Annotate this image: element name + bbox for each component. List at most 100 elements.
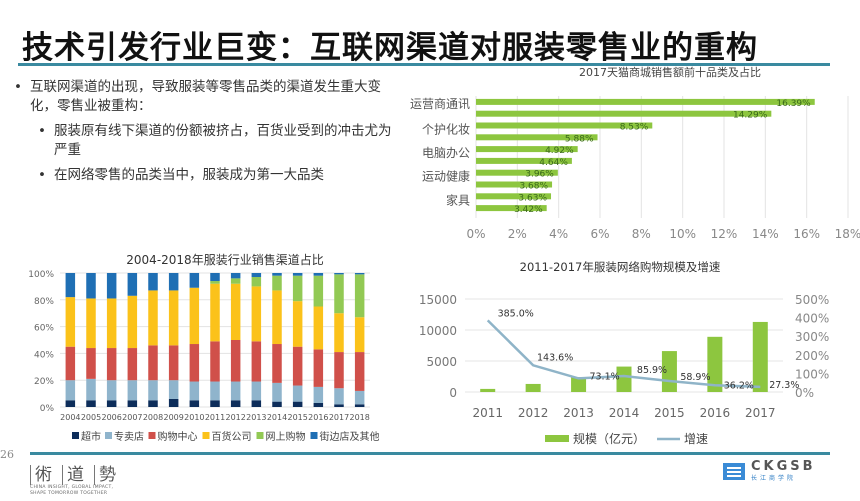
stack-segment [292, 273, 303, 276]
category-label: 运动健康 [422, 169, 470, 184]
x-tick-label: 2010 [184, 413, 204, 422]
x-tick-label: 0% [466, 227, 485, 241]
y-left-tick-label: 0 [449, 386, 457, 400]
growth-line [486, 319, 761, 389]
stack-segment [334, 274, 344, 314]
data-label: 3.68% [519, 182, 548, 192]
x-tick-label: 12% [711, 227, 738, 241]
x-tick-label: 2006 [101, 413, 121, 422]
stack-segment [354, 352, 365, 391]
stack-segment [127, 400, 138, 407]
y-right-tick-label: 300% [795, 330, 829, 344]
y-tick-label: 20% [34, 377, 54, 387]
stack-segment [230, 400, 241, 407]
logo-tagline-1: CHINA INSIGHT, GLOBAL IMPACT, [30, 485, 114, 490]
stack-segment [168, 380, 179, 399]
data-label: 8.53% [620, 123, 649, 133]
y-right-tick-label: 400% [795, 312, 829, 326]
stack-segment [210, 341, 220, 382]
category-label: 家具 [446, 192, 470, 207]
stack-segment [354, 317, 365, 353]
bullet-sub-1: 服装原有线下渠道的份额被挤占，百货业受到的冲击尤为严重 [8, 122, 403, 160]
x-tick-label: 2013 [563, 406, 594, 420]
bar [476, 205, 547, 212]
stack-segment [189, 381, 200, 401]
bar [476, 98, 815, 105]
data-label: 58.9% [680, 372, 710, 383]
legend-swatch [310, 432, 318, 439]
stack-segment [272, 290, 282, 345]
legend-swatch [148, 432, 156, 439]
stack-segment [334, 352, 344, 389]
y-left-tick-label: 5000 [426, 355, 457, 369]
legend-label: 规模（亿元） [573, 431, 645, 446]
data-label: 36.2% [724, 380, 754, 391]
y-tick-label: 60% [34, 324, 54, 334]
channel-share-chart: 2004-2018年服装行业销售渠道占比 0% 20% 40% 60% 80% 100% 20… [28, 252, 379, 443]
x-tick-label: 18% [835, 227, 860, 241]
bullet-sub-2: 在网络零售的品类当中，服装成为第一大品类 [8, 166, 403, 185]
logo-chars: 術道勢 [30, 460, 126, 485]
stack-segment [272, 382, 282, 402]
logo-tagline-2: SHAPE TOMORROW TOGETHER [30, 491, 108, 496]
bar [476, 134, 598, 141]
stack-segment [86, 378, 96, 401]
stack-segment [86, 273, 96, 299]
stack-segment [168, 398, 179, 407]
stack-segment [65, 400, 76, 407]
stack-segment [334, 404, 344, 407]
x-tick-label: 14% [752, 227, 779, 241]
stack-segment [251, 381, 262, 401]
data-label: 3.42% [514, 205, 543, 215]
bar [476, 169, 558, 176]
bar [616, 366, 632, 392]
y-right-tick-label: 500% [795, 293, 829, 307]
x-tick-label: 2016 [308, 413, 328, 422]
stack-segment [106, 273, 117, 299]
stack-segment [65, 273, 76, 298]
bar [752, 321, 768, 392]
bar [476, 157, 572, 164]
category-label: 个护化妆 [422, 123, 470, 137]
stack-segment [292, 275, 303, 302]
stack-segment [230, 283, 241, 340]
stack-segment [251, 286, 262, 342]
stack-segment [210, 273, 220, 282]
ckgsb-logo: CKGSB 长江商学院 [723, 460, 816, 482]
logo-char: 術 [30, 465, 54, 485]
legend-swatch [105, 432, 112, 439]
stack-segment [65, 346, 76, 381]
chart-title: 2004-2018年服装行业销售渠道占比 [126, 252, 323, 267]
y-left-tick-label: 10000 [419, 324, 457, 338]
ckgsb-mark-icon [723, 462, 745, 480]
stack-segment [148, 400, 158, 407]
y-tick-label: 0% [40, 404, 55, 414]
y-tick-label: 40% [34, 350, 54, 360]
x-tick-label: 2014 [609, 406, 640, 420]
legend-label: 超市 [81, 430, 101, 443]
y-left-tick-label: 15000 [419, 293, 457, 307]
stack-segment [168, 345, 179, 381]
stack-segment [127, 380, 138, 401]
data-label: 5.88% [565, 134, 594, 144]
x-tick-label: 8% [632, 227, 651, 241]
x-tick-label: 2005 [81, 413, 101, 422]
x-tick-label: 2015 [654, 406, 685, 420]
legend-label: 增速 [684, 432, 708, 446]
stack-segment [272, 344, 282, 383]
stack-segment [148, 380, 158, 401]
data-label: 85.9% [637, 365, 667, 376]
legend-label: 专卖店 [114, 430, 144, 443]
stack-segment [189, 400, 200, 407]
data-label: 4.64% [539, 158, 568, 168]
bar [525, 383, 541, 392]
slide-title: 技术引发行业巨变：互联网渠道对服装零售业的重构 [22, 30, 758, 66]
category-label: 运营商通讯 [410, 96, 470, 111]
stack-segment [292, 346, 303, 386]
x-tick-label: 2012 [518, 406, 549, 420]
stack-segment [313, 275, 324, 307]
stack-segment [106, 298, 117, 349]
category-label: 电脑办公 [422, 145, 470, 160]
stack-segment [313, 386, 324, 403]
x-tick-label: 2017 [745, 406, 776, 420]
